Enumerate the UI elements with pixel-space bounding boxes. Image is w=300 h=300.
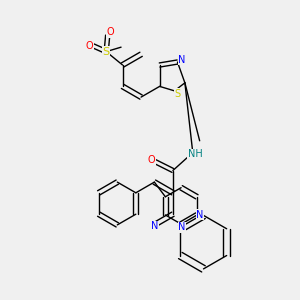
Text: N: N [178, 55, 186, 64]
Text: N: N [178, 222, 185, 232]
Text: O: O [107, 27, 115, 37]
Text: O: O [85, 41, 93, 51]
Text: N: N [151, 221, 158, 231]
Text: O: O [148, 155, 155, 165]
Text: S: S [174, 89, 181, 99]
Text: N: N [196, 210, 203, 220]
Text: S: S [103, 46, 110, 57]
Text: NH: NH [188, 149, 203, 159]
